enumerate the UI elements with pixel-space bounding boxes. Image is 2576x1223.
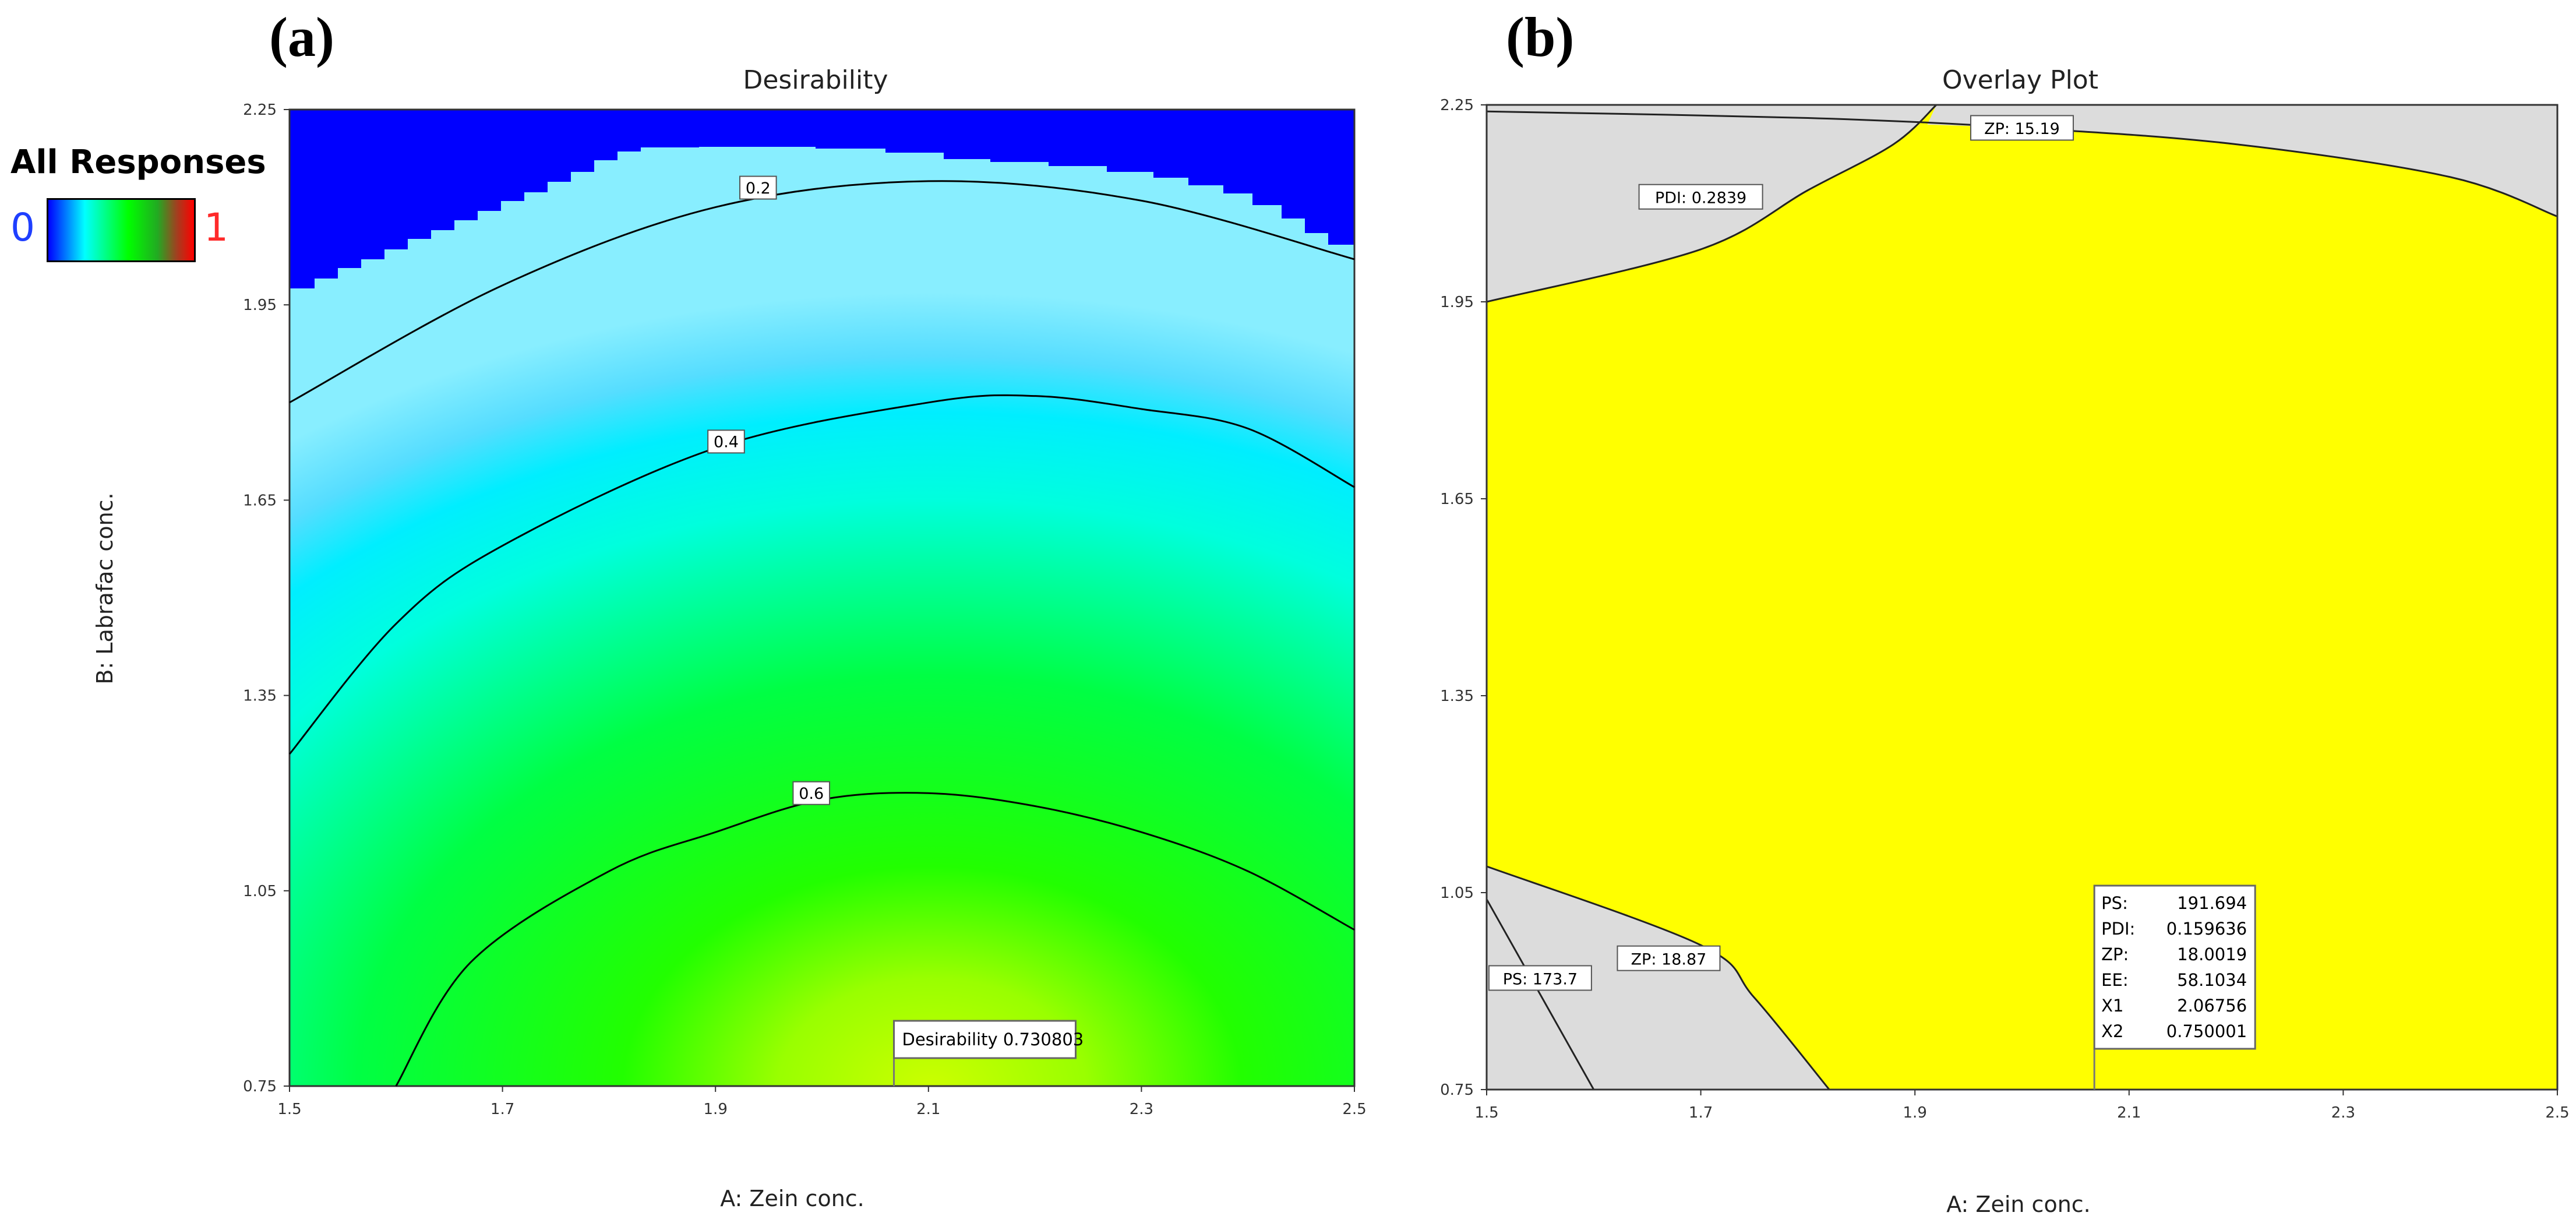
optimum-flag-box[interactable]: [892, 1020, 1077, 1059]
optimum-row-value: 0.750001: [2166, 1021, 2247, 1041]
chart-b-xtick-label: 2.3: [2331, 1104, 2355, 1122]
boundary-label-2: ZP: 18.87: [1631, 950, 1707, 968]
contour-label-0.2: 0.2: [746, 179, 771, 198]
chart-b: ZP: 15.19 PDI: 0.2839 ZP: 18.87 PS: 173.7 1…: [1440, 97, 2570, 1122]
heatmap-surface: [290, 110, 1354, 1086]
boundary-label-0-box: [1970, 115, 2074, 141]
boundary-line-2: [1486, 865, 1830, 1090]
optimum-row-key: ZP:: [2101, 944, 2129, 964]
contour-label-0.2-box: [739, 175, 777, 200]
contour-label-0.4: 0.4: [714, 433, 739, 452]
contour-label-0.4-box: [707, 429, 745, 454]
legend-max-label: 1: [204, 205, 228, 250]
optimum-row-key: PS:: [2101, 893, 2128, 913]
chart-b-xtick-label: 1.9: [1903, 1104, 1927, 1122]
boundary-label-2-box: [1617, 945, 1721, 971]
chart-a-xtick-label: 2.3: [1130, 1101, 1153, 1118]
chart-b-ytick-label: 1.35: [1440, 688, 1474, 705]
plot-b-frame: [1485, 104, 2559, 1091]
optimum-row-value: 191.694: [2177, 893, 2247, 913]
chart-a-ytick-label: 0.75: [243, 1078, 277, 1095]
plot-a-frame: [288, 108, 1356, 1087]
chart-a-ytick-label: 2.25: [243, 101, 277, 119]
optimum-row-key: EE:: [2101, 970, 2128, 990]
boundary-label-1-box: [1638, 184, 1763, 210]
boundary-label-0: ZP: 15.19: [1984, 120, 2060, 138]
chart-a-title: Desirability: [743, 65, 888, 95]
chart-b-xtick-label: 2.1: [2117, 1104, 2141, 1122]
panel-b-label: (b): [1506, 6, 1575, 68]
chart-b-ytick-label: 1.95: [1440, 294, 1474, 311]
boundary-line-3: [1485, 898, 1595, 1090]
chart-b-xtick-label: 1.5: [1474, 1104, 1498, 1122]
optimum-row-value: 0.159636: [2166, 919, 2247, 939]
legend-colorbar: [47, 198, 196, 262]
chart-a-xlabel: A: Zein conc.: [720, 1186, 864, 1211]
legend-title: All Responses: [10, 143, 266, 181]
optimum-row-value: 58.1034: [2177, 970, 2247, 990]
optimum-row-key: X2: [2101, 1021, 2123, 1041]
chart-b-ytick-label: 1.05: [1440, 884, 1474, 902]
chart-b-xtick-label: 1.7: [1689, 1104, 1713, 1122]
chart-b-xlabel: A: Zein conc.: [1946, 1192, 2091, 1217]
boundary-label-1: PDI: 0.2839: [1655, 189, 1746, 207]
chart-a-xtick-label: 1.7: [491, 1101, 514, 1118]
optimum-row-value: 2.06756: [2177, 996, 2247, 1016]
boundary-line-1: [1486, 104, 1938, 303]
chart-a-xtick-label: 2.1: [916, 1101, 940, 1118]
boundary-label-3-box: [1488, 965, 1592, 991]
chart-a-ytick-label: 1.95: [243, 297, 277, 314]
chart-b-title: Overlay Plot: [1942, 65, 2098, 95]
contour-line-0.2: [289, 180, 1355, 404]
optimum-row-value: 18.0019: [2177, 944, 2247, 964]
boundary-line-0: [1486, 110, 2558, 217]
contour-line-0.4: [288, 394, 1355, 755]
chart-a: 0.2 0.4 0.6 1.5 1.7 1.9 2.1 2.3 2.5 0.75 1.05 1.35…: [243, 101, 1367, 1118]
chart-a-ytick-label: 1.35: [243, 688, 277, 705]
panel-a-label: (a): [269, 6, 334, 68]
chart-b-ytick-label: 2.25: [1440, 97, 1474, 114]
contour-label-0.6: 0.6: [799, 785, 824, 803]
chart-b-ytick-label: 0.75: [1440, 1081, 1474, 1099]
chart-a-xtick-label: 1.9: [704, 1101, 728, 1118]
optimum-flag-label: Desirability 0.730803: [902, 1030, 1084, 1049]
boundary-label-3: PS: 173.7: [1503, 970, 1578, 988]
chart-b-ytick-label: 1.65: [1440, 491, 1474, 508]
contour-label-0.6-box: [792, 781, 831, 805]
chart-a-ytick-label: 1.65: [243, 492, 277, 509]
optimum-row-key: PDI:: [2101, 919, 2135, 939]
chart-a-xtick-label: 2.5: [1342, 1101, 1366, 1118]
optimum-flag-box[interactable]: [2093, 884, 2256, 1050]
contour-line-0.6: [395, 792, 1355, 1087]
chart-b-xtick-label: 2.5: [2545, 1104, 2569, 1122]
heatmap-zero-region: [290, 110, 1354, 288]
legend-min-label: 0: [10, 205, 35, 250]
optimum-row-key: X1: [2101, 996, 2123, 1016]
chart-a-ytick-label: 1.05: [243, 883, 277, 900]
chart-a-xtick-label: 1.5: [277, 1101, 301, 1118]
feasible-region: [1487, 105, 2557, 1090]
